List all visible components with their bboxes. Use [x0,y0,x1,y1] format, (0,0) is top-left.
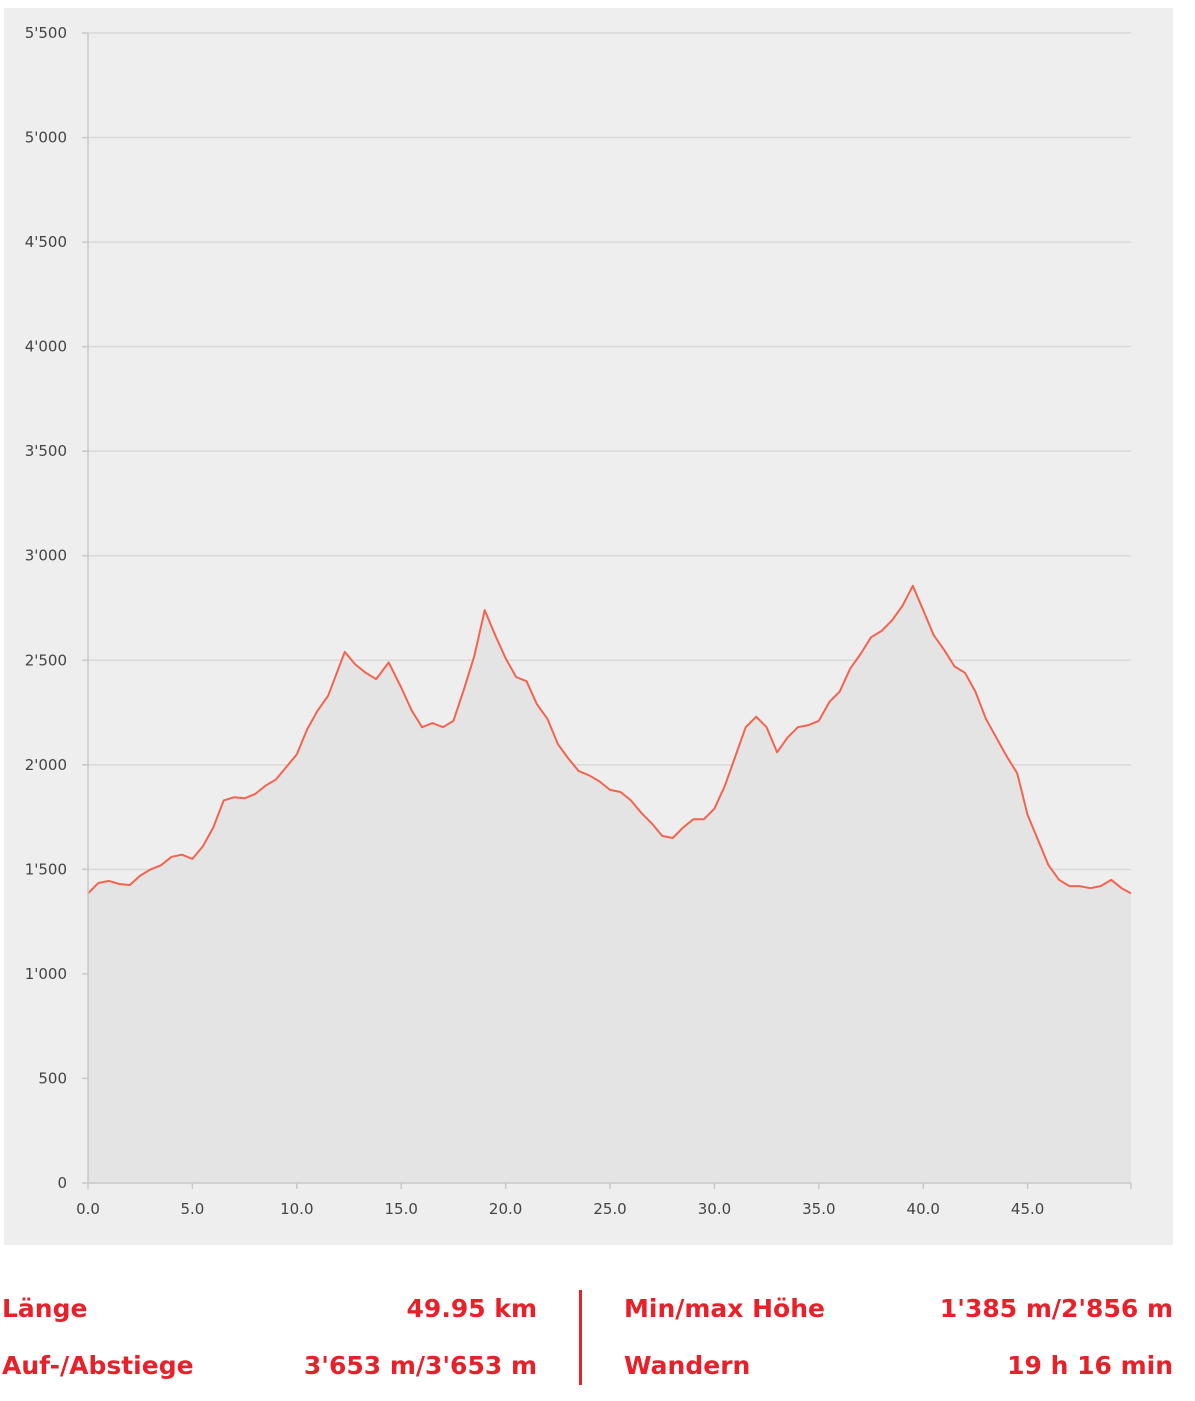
ascent-label: Auf-/Abstiege [2,1351,194,1380]
y-tick-label: 2'500 [25,651,67,669]
y-tick-label: 2'000 [25,756,67,774]
y-tick-label: 3'000 [25,547,67,565]
y-tick-label: 4'500 [25,233,67,251]
y-tick-label: 1'000 [25,965,67,983]
x-tick-label: 15.0 [385,1200,418,1218]
x-tick-label: 45.0 [1011,1200,1044,1218]
y-tick-label: 3'500 [25,442,67,460]
time-value: 19 h 16 min [1007,1351,1173,1380]
minmax-value: 1'385 m/2'856 m [939,1294,1173,1323]
stats-divider [579,1290,582,1385]
y-tick-label: 1'500 [25,860,67,878]
length-label: Länge [2,1294,88,1323]
x-tick-label: 20.0 [489,1200,522,1218]
x-tick-label: 35.0 [802,1200,835,1218]
y-tick-label: 5'000 [25,129,67,147]
minmax-label: Min/max Höhe [624,1294,825,1323]
x-tick-label: 0.0 [76,1200,100,1218]
x-tick-label: 30.0 [698,1200,731,1218]
y-tick-label: 500 [38,1069,67,1087]
x-tick-label: 10.0 [280,1200,313,1218]
elevation-area [88,585,1131,1183]
ascent-value: 3'653 m/3'653 m [303,1351,537,1380]
y-tick-label: 5'500 [25,24,67,42]
elevation-line [87,584,1132,895]
y-tick-label: 0 [57,1174,67,1192]
length-value: 49.95 km [406,1294,537,1323]
x-tick-label: 40.0 [907,1200,940,1218]
elevation-chart: 0 500 1'000 1'500 2'000 2'500 3'000 3'500 4'000 4… [25,24,1132,1218]
y-tick-label: 4'000 [25,338,67,356]
x-tick-label: 5.0 [180,1200,204,1218]
route-stats: Länge 49.95 km Auf-/Abstiege 3'653 m/3'6… [0,1282,1195,1392]
time-label: Wandern [624,1351,751,1380]
x-tick-label: 25.0 [593,1200,626,1218]
